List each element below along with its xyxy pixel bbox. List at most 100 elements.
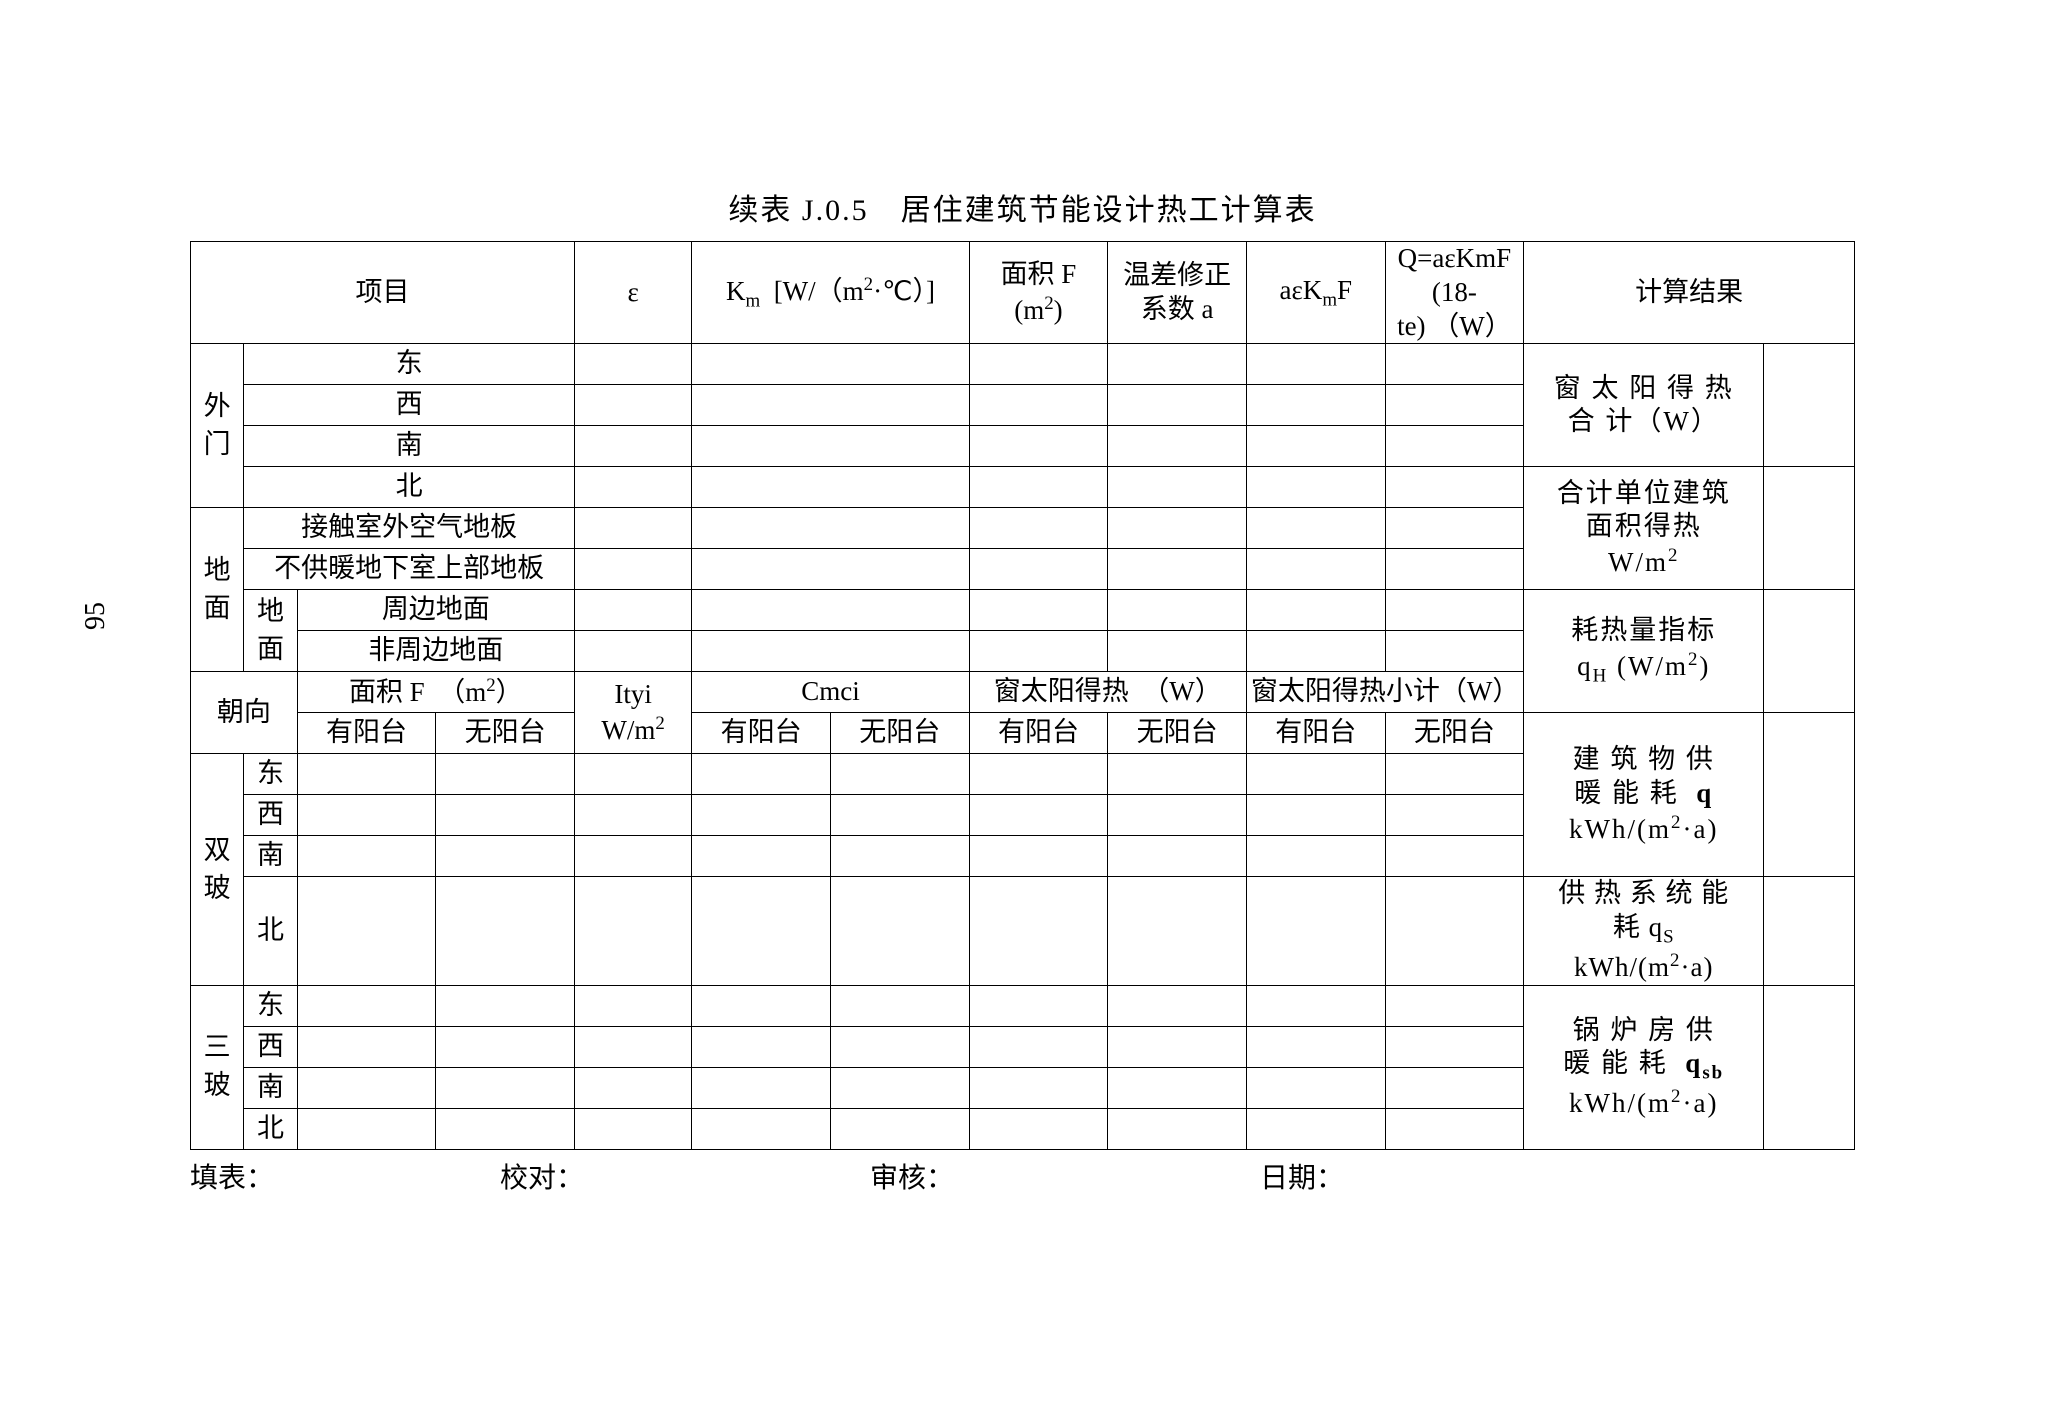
hdr-q-formula: Q=aεKmF(18-te) （W） (1385, 242, 1524, 344)
cell (1246, 590, 1385, 631)
cell (436, 1026, 575, 1067)
double-north: 北 (244, 877, 297, 986)
cell (1246, 754, 1385, 795)
cell (1246, 1108, 1385, 1149)
cell (1108, 590, 1247, 631)
cell (1385, 1108, 1524, 1149)
result-heat-index: 耗热量指标qH (W/m2) (1524, 590, 1764, 713)
cell (1108, 1026, 1247, 1067)
floor-row-3: 地面 周边地面 耗热量指标qH (W/m2) (191, 590, 1855, 631)
cell (969, 467, 1108, 508)
cell (1108, 549, 1247, 590)
cell (692, 1067, 831, 1108)
cell (830, 1026, 969, 1067)
cell (969, 1067, 1108, 1108)
cell (1385, 795, 1524, 836)
cell (574, 795, 691, 836)
cell (969, 836, 1108, 877)
double-row-north: 北 供 热 系 统 能 耗 qSkWh/(m2·a) (191, 877, 1855, 986)
cell (1385, 631, 1524, 672)
mid-with-balcony: 有阳台 (692, 713, 831, 754)
cell (1246, 1067, 1385, 1108)
result-value (1764, 467, 1855, 590)
cell (1385, 385, 1524, 426)
table-title: 续表 J.0.5 居住建筑节能设计热工计算表 (190, 185, 1855, 229)
result-boiler-heating: 锅 炉 房 供暖 能 耗 qsbkWh/(m2·a) (1524, 985, 1764, 1149)
cell (969, 877, 1108, 986)
cell (1108, 508, 1247, 549)
mid-solar-subtotal: 窗太阳得热小计（W） (1246, 672, 1523, 713)
cell (1385, 1026, 1524, 1067)
cell (1108, 467, 1247, 508)
cell (1385, 508, 1524, 549)
door-south: 南 (244, 426, 575, 467)
cell (1385, 426, 1524, 467)
cell (1108, 1108, 1247, 1149)
cell (436, 877, 575, 986)
result-window-solar-total: 窗 太 阳 得 热合 计（W） (1524, 344, 1764, 467)
footer-fill: 填表： (190, 1156, 500, 1196)
cell (574, 1026, 691, 1067)
cell (1246, 631, 1385, 672)
mid-orientation: 朝向 (191, 672, 298, 754)
double-south: 南 (244, 836, 297, 877)
cell (692, 1108, 831, 1149)
hdr-epsilon: ε (574, 242, 691, 344)
cell (297, 985, 436, 1026)
floor-sub-label: 地面 (244, 590, 297, 672)
cell (969, 1026, 1108, 1067)
cell (1108, 426, 1247, 467)
cell (574, 631, 691, 672)
mid-without-balcony: 无阳台 (830, 713, 969, 754)
cell (574, 590, 691, 631)
cell (1246, 426, 1385, 467)
floor-r4: 非周边地面 (297, 631, 574, 672)
triple-label: 三玻 (191, 985, 244, 1149)
cell (969, 1108, 1108, 1149)
cell (1108, 795, 1247, 836)
cell (692, 590, 969, 631)
floor-label: 地面 (191, 508, 244, 672)
door-east: 东 (244, 344, 575, 385)
cell (692, 795, 831, 836)
door-north: 北 (244, 467, 575, 508)
cell (692, 836, 831, 877)
cell (297, 1067, 436, 1108)
cell (830, 1067, 969, 1108)
cell (1108, 985, 1247, 1026)
cell (830, 985, 969, 1026)
cell (297, 877, 436, 986)
cell (1108, 754, 1247, 795)
cell (1385, 836, 1524, 877)
cell (830, 1108, 969, 1149)
cell (969, 985, 1108, 1026)
cell (574, 836, 691, 877)
header-row: 项目 ε Km [W/（m2·℃）] 面积 F(m2) 温差修正系数 a aεK… (191, 242, 1855, 344)
cell (692, 426, 969, 467)
cell (692, 1026, 831, 1067)
cell (436, 985, 575, 1026)
result-value (1764, 985, 1855, 1149)
cell (436, 836, 575, 877)
cell (1246, 877, 1385, 986)
mid-cmci: Cmci (692, 672, 969, 713)
floor-r2: 不供暖地下室上部地板 (244, 549, 575, 590)
cell (1385, 467, 1524, 508)
content-area: 续表 J.0.5 居住建筑节能设计热工计算表 (190, 185, 1855, 1196)
triple-west: 西 (244, 1026, 297, 1067)
result-value (1764, 877, 1855, 986)
cell (1246, 508, 1385, 549)
cell (574, 508, 691, 549)
double-label: 双玻 (191, 754, 244, 986)
mid-header-2: 有阳台 无阳台 有阳台 无阳台 有阳台 无阳台 有阳台 无阳台 建 筑 物 供暖… (191, 713, 1855, 754)
cell (1246, 549, 1385, 590)
cell (692, 467, 969, 508)
footer-row: 填表： 校对： 审核： 日期： (190, 1156, 1855, 1196)
double-east: 东 (244, 754, 297, 795)
hdr-project: 项目 (191, 242, 575, 344)
cell (692, 877, 831, 986)
cell (1246, 795, 1385, 836)
cell (969, 508, 1108, 549)
mid-ityi: ItyiW/m2 (574, 672, 691, 754)
mid-with-balcony: 有阳台 (1246, 713, 1385, 754)
